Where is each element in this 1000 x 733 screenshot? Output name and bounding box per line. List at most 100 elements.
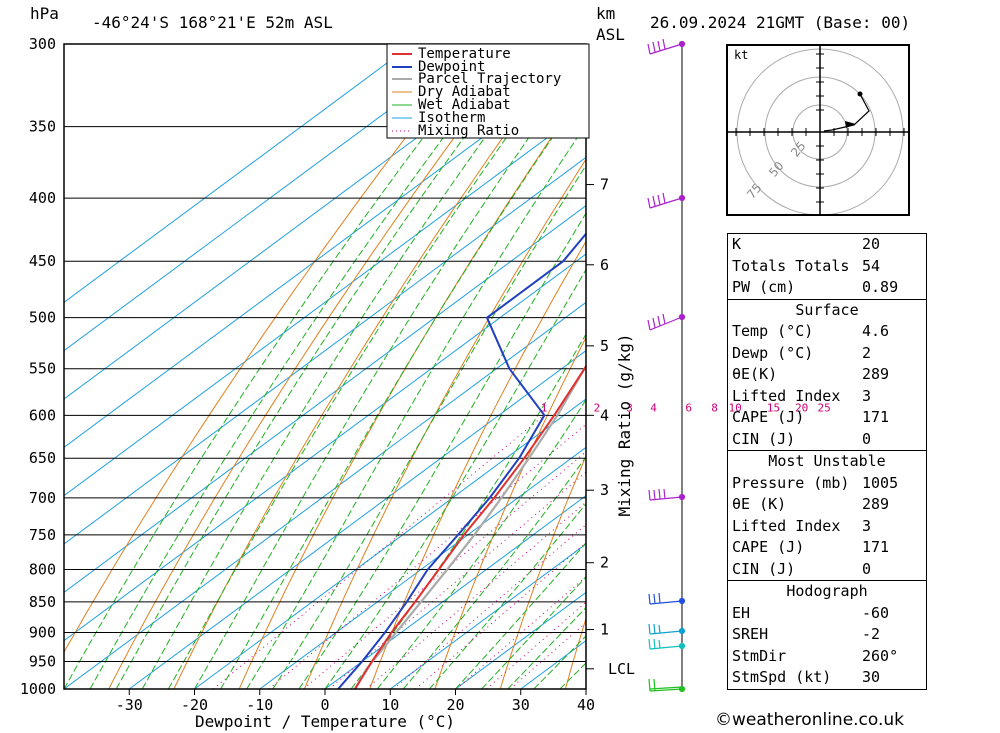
isotherm-line [259, 446, 586, 689]
surface-dewp-label: Dewp (°C) [732, 343, 814, 362]
pressure-tick-label: 900 [29, 624, 56, 642]
hodograph-svg: kt 25 50 75 [728, 46, 908, 216]
legend: Temperature Dewpoint Parcel Trajectory D… [386, 43, 590, 139]
hodograph-panel: kt 25 50 75 [726, 44, 910, 216]
temp-tick-label: 0 [320, 696, 329, 714]
wind-barb-900 [648, 623, 686, 635]
surface-li-value: 3 [862, 386, 872, 405]
km-tick-label: 1 [600, 621, 609, 639]
wind-barb-850 [648, 592, 686, 605]
wet-adiabat-line [481, 576, 586, 689]
surface-temp-label: Temp (°C) [732, 322, 814, 340]
mixing-ratio-label: 10 [728, 401, 741, 414]
sreh-value: -2 [862, 625, 881, 643]
sreh-label: SREH [732, 625, 769, 643]
tt-label: Totals Totals [732, 256, 850, 275]
parcel-trajectory-line [354, 363, 586, 689]
temp-tick-label: 30 [512, 696, 530, 714]
dry-adiabat-line [303, 158, 586, 689]
mixing-ratio-label: 4 [650, 401, 657, 414]
mu-theta-label: θE (K) [732, 495, 787, 513]
mu-li-label: Lifted Index [732, 516, 841, 535]
pressure-tick-label: 600 [29, 406, 56, 424]
wind-barb-1000 [648, 678, 686, 693]
km-unit: km [596, 4, 615, 23]
temp-tick-label: 20 [446, 696, 464, 714]
isotherm-line [64, 44, 479, 352]
pressure-tick-label: 750 [29, 526, 56, 544]
credit-link[interactable]: ©weatheronline.co.uk [715, 710, 905, 730]
hodograph-ticks [735, 53, 905, 203]
surface-theta-value: 289 [862, 365, 890, 383]
mu-pressure-label: Pressure (mb) [732, 473, 850, 492]
isotherm-line [64, 205, 586, 593]
indices-table: K 20 Totals Totals 54 PW (cm) 0.89 Surface … [727, 233, 927, 690]
mu-theta-value: 289 [862, 495, 890, 513]
km-tick-label: 7 [600, 176, 609, 194]
temperature-line [354, 364, 586, 689]
mixing-ratio-label: 25 [817, 401, 830, 414]
temp-tick-label: 10 [381, 696, 399, 714]
mu-cin-label: CIN (J) [727, 558, 858, 581]
mixing-ratio-labels: 1 2 3 4 6 8 10 15 20 25 [541, 401, 831, 414]
mu-cape-value: 171 [862, 538, 890, 556]
hodograph-unit: kt [734, 48, 748, 62]
mu-li-value: 3 [862, 516, 872, 535]
wet-adiabat-line [194, 55, 586, 689]
isotherm-line [64, 156, 586, 545]
hodograph-ring-label-75: 75 [744, 181, 765, 202]
mixing-ratio-line [212, 414, 545, 689]
wet-adiabat-line [246, 123, 586, 689]
pressure-tick-label: 400 [29, 189, 56, 207]
mu-cape-label: CAPE (J) [732, 538, 805, 556]
wet-adiabat-line [507, 606, 586, 689]
isotherm-line [128, 350, 586, 689]
surface-cin-value: 0 [858, 428, 927, 451]
dewpoint-line [337, 232, 586, 689]
pressure-tick-label: 1000 [20, 680, 56, 698]
wet-adiabat-line [89, 44, 514, 689]
km-tick-label: 5 [600, 337, 609, 355]
wet-adiabat-line [64, 44, 495, 689]
mixing-ratio-line [415, 542, 586, 689]
mixing-ratio-label: 8 [711, 401, 718, 414]
isotherm-line [64, 60, 586, 448]
pressure-tick-label: 450 [29, 252, 56, 270]
mixing-ratio-label: 1 [541, 401, 548, 414]
profiles [337, 232, 586, 689]
surface-title: Surface [795, 300, 859, 319]
surface-cape-label: CAPE (J) [732, 408, 805, 426]
wet-adiabat-line [272, 164, 586, 689]
isotherm-line [64, 108, 586, 497]
km-tick-label: 2 [600, 554, 609, 572]
dry-adiabat-line [564, 616, 586, 689]
mixing-ratio-label: 3 [626, 401, 633, 414]
mixing-ratio-label: 6 [685, 401, 692, 414]
wet-adiabat-line [167, 44, 575, 689]
isotherm-line [64, 44, 414, 303]
legend-mixing-ratio: Mixing Ratio [418, 123, 519, 139]
temp-tick-label: -20 [181, 696, 208, 714]
mixing-ratio-line [303, 451, 586, 689]
legend-temperature: Temperature [418, 46, 511, 62]
temp-tick-label: -30 [116, 696, 143, 714]
eh-label: EH [732, 603, 751, 622]
datetime-title: 26.09.2024 21GMT (Base: 00) [650, 13, 910, 32]
eh-value: -60 [862, 603, 890, 622]
mu-cin-value: 0 [858, 558, 927, 581]
km-tick-label: 4 [600, 406, 609, 424]
dry-adiabat-line [957, 44, 1000, 689]
mu-pressure-value: 1005 [862, 473, 899, 492]
wind-barb-500 [647, 313, 686, 331]
stmdir-label: StmDir [732, 646, 787, 665]
surface-cape-value: 171 [862, 408, 890, 426]
wet-adiabat-line [324, 268, 586, 689]
pressure-tick-label: 550 [29, 360, 56, 378]
mixing-ratio-label: 15 [767, 401, 780, 414]
isotherm-line [64, 301, 586, 689]
axes: 3003504004505005506006507007508008509009… [20, 35, 635, 714]
hodo-title: Hodograph [786, 582, 868, 600]
pw-label: PW (cm) [727, 277, 858, 300]
mu-title: Most Unstable [768, 452, 886, 470]
